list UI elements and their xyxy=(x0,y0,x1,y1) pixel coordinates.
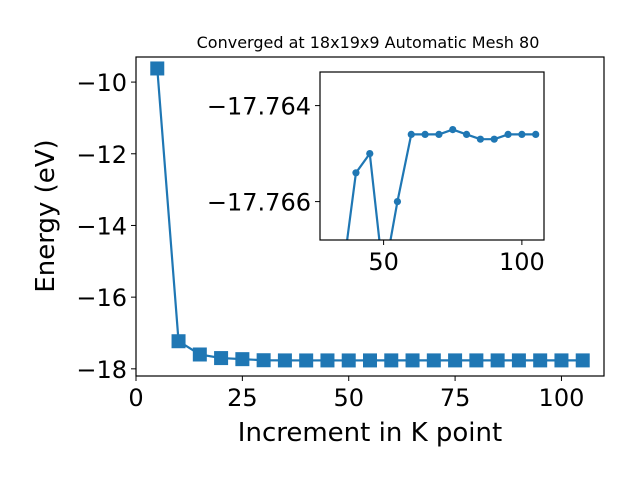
data-point xyxy=(490,135,498,143)
inset-chart: 50 100 −17.766 −17.764 xyxy=(207,71,545,282)
data-point xyxy=(277,353,292,368)
data-point xyxy=(449,126,457,134)
data-point xyxy=(256,353,271,368)
data-point xyxy=(150,61,165,76)
main-x-axis: 0 25 50 75 100 xyxy=(128,376,584,412)
data-point xyxy=(435,130,443,138)
data-point xyxy=(462,130,471,138)
data-point xyxy=(421,130,429,138)
x-tick-label: 100 xyxy=(539,384,585,412)
data-point xyxy=(426,353,441,368)
y-tick-label: −14 xyxy=(76,212,127,240)
y-tick-label: −17.766 xyxy=(207,189,311,217)
y-tick-label: −12 xyxy=(76,141,127,169)
data-point xyxy=(320,353,335,368)
data-point xyxy=(532,130,540,138)
data-point xyxy=(575,353,590,368)
data-point xyxy=(511,353,526,368)
chart-title: Converged at 18x19x9 Automatic Mesh 80 xyxy=(197,33,540,52)
data-point xyxy=(192,347,207,362)
data-point xyxy=(352,169,360,177)
data-point xyxy=(554,353,569,368)
x-tick-label: 100 xyxy=(499,248,545,276)
data-point xyxy=(366,150,374,158)
data-point xyxy=(490,353,505,368)
inset-y-axis: −17.766 −17.764 xyxy=(207,93,320,217)
inset-background xyxy=(320,72,544,240)
x-tick-label: 0 xyxy=(128,384,143,412)
data-point xyxy=(469,353,484,368)
data-point xyxy=(235,352,250,367)
x-axis-label: Increment in K point xyxy=(238,418,502,448)
data-point xyxy=(518,130,526,138)
main-y-axis: −10 −12 −14 −16 −18 xyxy=(76,69,136,384)
x-tick-label: 50 xyxy=(333,384,364,412)
data-point xyxy=(363,353,377,368)
y-tick-label: −16 xyxy=(76,284,127,312)
data-point xyxy=(384,353,399,368)
data-point xyxy=(405,353,420,368)
data-point xyxy=(407,130,415,138)
y-tick-label: −18 xyxy=(76,356,127,384)
data-point xyxy=(339,275,346,282)
data-point xyxy=(393,198,402,206)
inset-x-axis: 50 100 xyxy=(368,240,545,276)
data-point xyxy=(171,334,186,349)
data-point xyxy=(214,351,229,366)
x-tick-label: 25 xyxy=(227,384,258,412)
data-point xyxy=(504,130,512,138)
x-tick-label: 75 xyxy=(440,384,471,412)
data-point xyxy=(533,353,548,368)
y-tick-label: −10 xyxy=(76,69,127,97)
main-series xyxy=(150,61,590,368)
data-point xyxy=(476,135,484,143)
inset-series xyxy=(339,126,540,282)
y-tick-label: −17.764 xyxy=(207,93,311,121)
main-plot-frame xyxy=(135,56,605,377)
x-tick-label: 50 xyxy=(368,248,399,276)
inset-frame xyxy=(319,71,545,241)
y-axis-label: Energy (eV) xyxy=(31,139,61,292)
data-point xyxy=(341,353,356,368)
data-point xyxy=(299,353,314,368)
data-point xyxy=(448,353,463,368)
